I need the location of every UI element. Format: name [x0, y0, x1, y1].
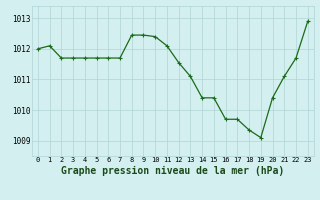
X-axis label: Graphe pression niveau de la mer (hPa): Graphe pression niveau de la mer (hPa): [61, 166, 284, 176]
